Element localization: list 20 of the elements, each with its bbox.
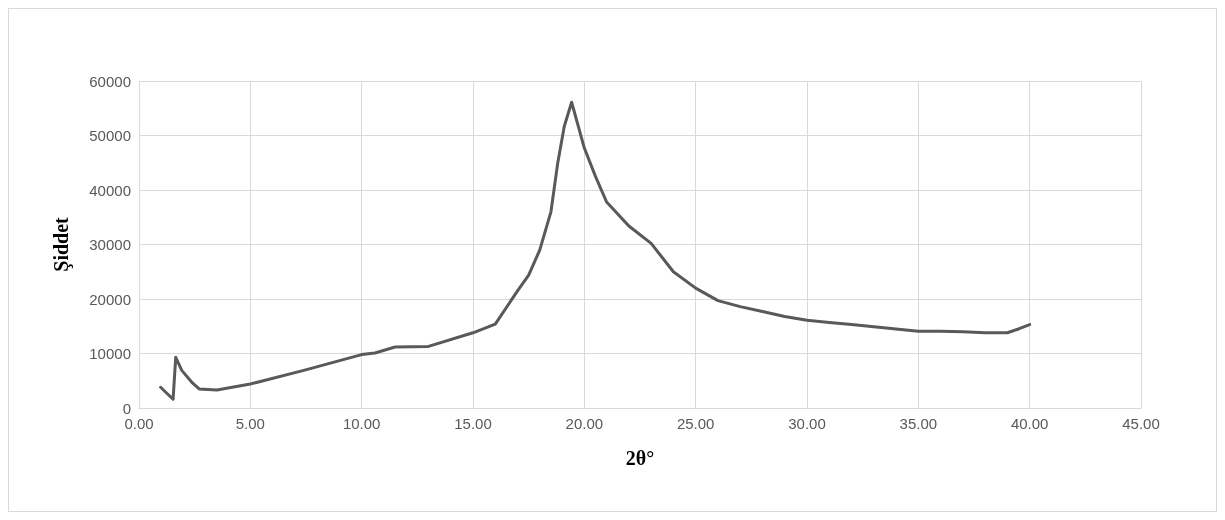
x-tick-label: 15.00 <box>454 415 492 432</box>
y-axis-title: Şiddet <box>50 216 73 272</box>
y-tick-label: 40000 <box>89 181 131 199</box>
x-tick-label: 5.00 <box>235 415 265 432</box>
y-tick-label: 30000 <box>89 236 131 253</box>
y-tick-label: 20000 <box>89 290 131 308</box>
x-tick-label: 35.00 <box>899 415 938 432</box>
y-tick-label: 0 <box>122 399 131 417</box>
x-tick-label: 45.00 <box>1122 415 1160 432</box>
y-tick-label: 60000 <box>89 72 131 90</box>
line-series <box>159 100 1032 401</box>
x-axis-title: 2θ° <box>625 447 655 469</box>
x-tick-label: 40.00 <box>1010 415 1049 432</box>
x-tick-label: 10.00 <box>342 415 381 432</box>
y-tick-label: 50000 <box>89 127 131 144</box>
x-tick-label: 0.00 <box>124 415 154 432</box>
x-tick-label: 30.00 <box>788 415 826 432</box>
x-tick-label: 25.00 <box>676 415 715 432</box>
y-tick-label: 10000 <box>89 345 131 362</box>
x-tick-label: 20.00 <box>565 415 604 432</box>
